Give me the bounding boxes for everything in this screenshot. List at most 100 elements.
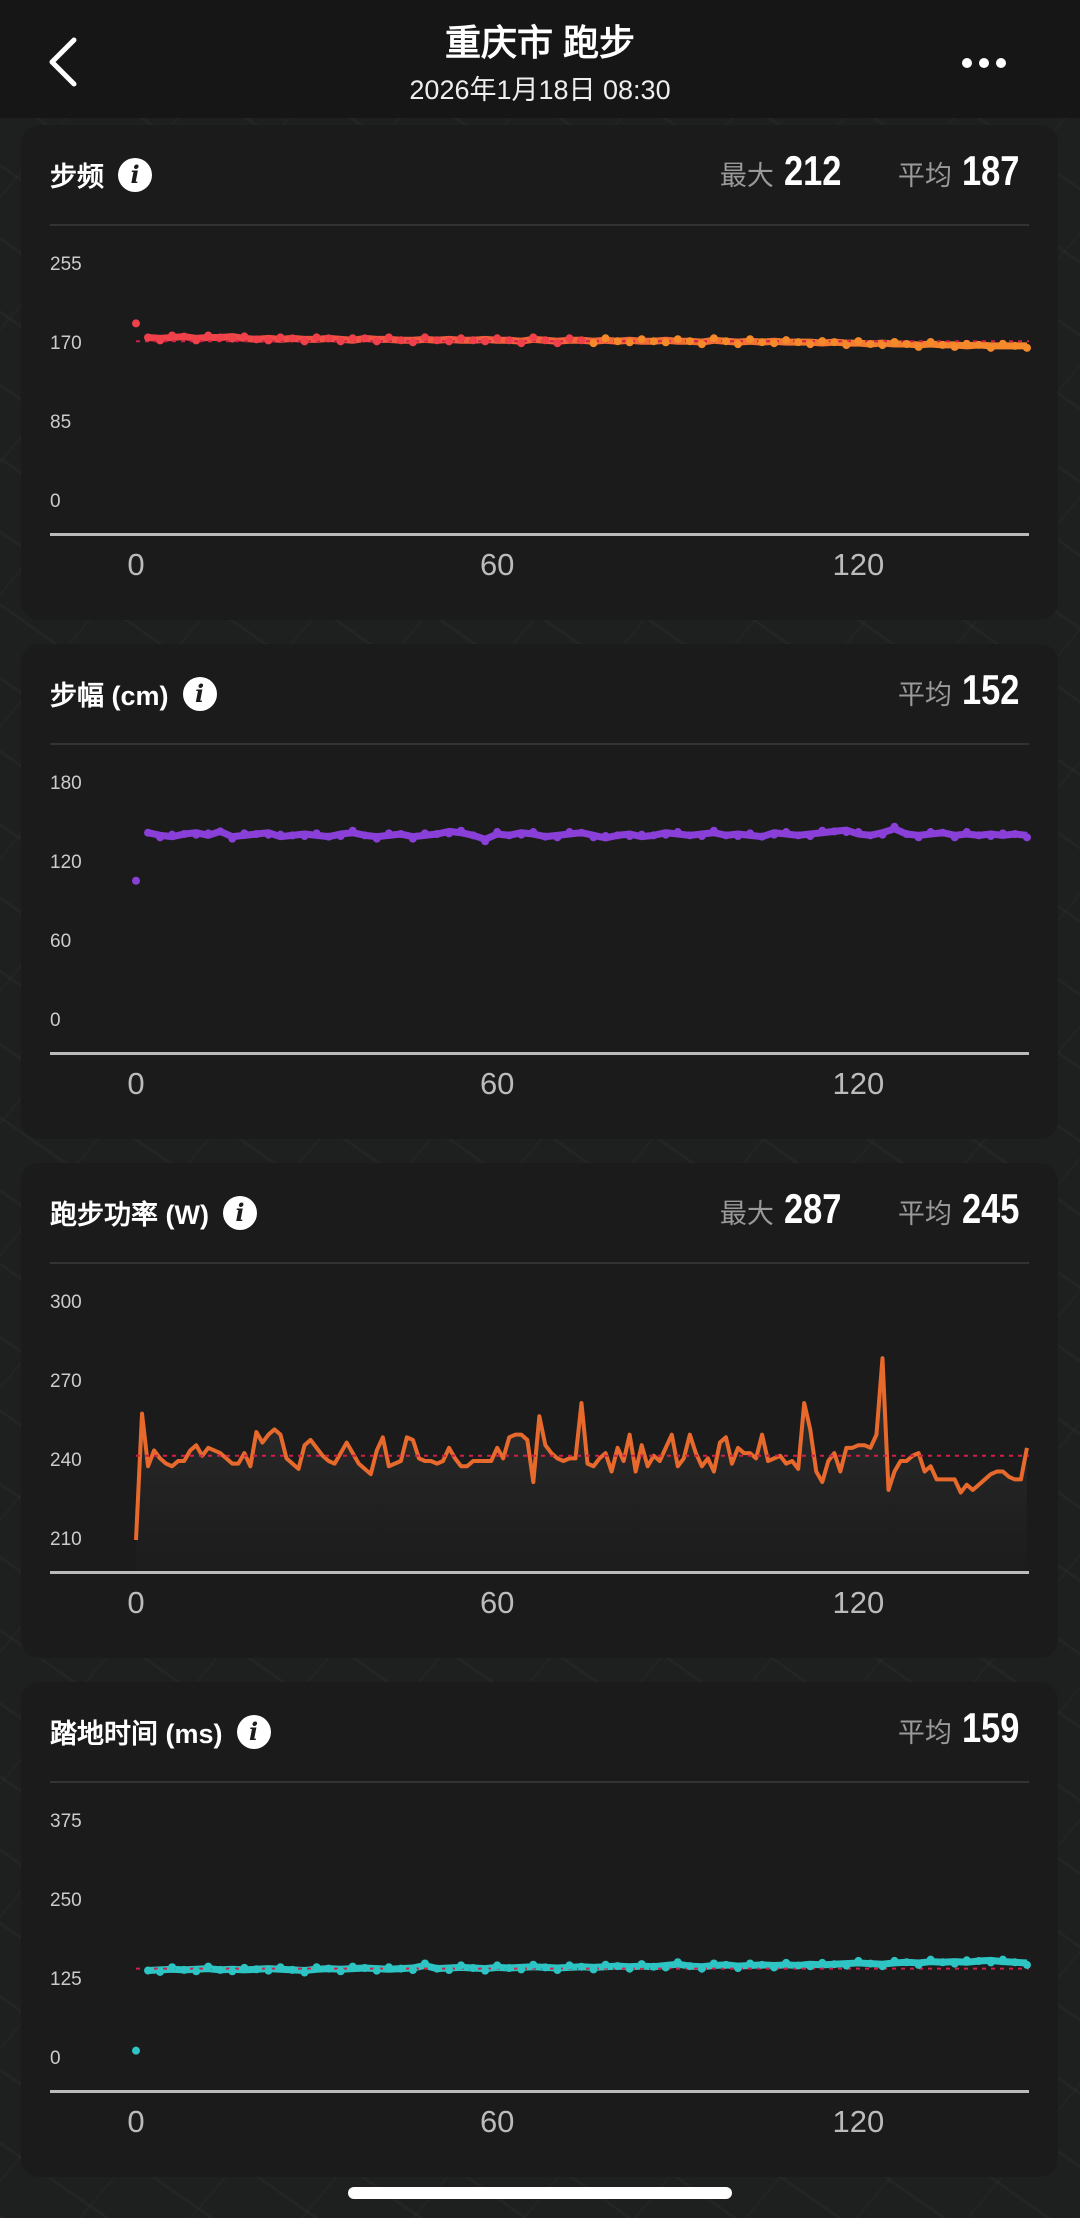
data-point xyxy=(300,1968,309,1977)
data-point xyxy=(613,1962,622,1971)
data-point xyxy=(770,1963,779,1972)
card-stats: 最大 287 平均 245 xyxy=(720,1185,1028,1233)
data-point xyxy=(950,1959,959,1968)
data-point xyxy=(902,1958,911,1967)
data-point xyxy=(746,829,755,838)
card-title-row: 步频 i xyxy=(50,155,152,194)
data-point xyxy=(890,822,899,831)
data-point xyxy=(601,334,610,343)
data-point xyxy=(144,333,153,342)
data-point xyxy=(360,334,369,343)
data-point xyxy=(469,831,478,840)
data-point xyxy=(842,1961,851,1970)
data-point xyxy=(216,1965,225,1974)
data-point xyxy=(734,1964,742,1973)
home-indicator[interactable] xyxy=(348,2187,732,2199)
data-point xyxy=(938,1958,947,1967)
metric-card: 步幅 (cm) i 平均 152 180 120 60 0 0 60 120 xyxy=(21,644,1058,1139)
data-point xyxy=(469,1963,478,1972)
data-point xyxy=(854,1956,863,1965)
data-point xyxy=(998,339,1007,348)
data-point xyxy=(685,1962,694,1971)
data-point xyxy=(276,333,285,342)
data-point xyxy=(758,338,767,347)
chart-plot[interactable] xyxy=(21,1682,1058,2177)
data-point xyxy=(517,1965,526,1974)
y-tick-label: 0 xyxy=(50,1010,61,1031)
data-point xyxy=(168,830,177,839)
data-point xyxy=(866,831,875,840)
x-tick-label: 120 xyxy=(832,547,885,582)
data-point xyxy=(613,337,622,346)
divider xyxy=(50,1262,1029,1264)
data-point xyxy=(505,336,514,345)
data-point xyxy=(553,1965,562,1974)
info-icon[interactable]: i xyxy=(222,1195,257,1230)
y-tick-label: 0 xyxy=(50,491,61,512)
data-point xyxy=(288,334,297,343)
data-point xyxy=(324,832,333,841)
data-point xyxy=(372,337,381,346)
data-point xyxy=(721,1960,730,1969)
data-point xyxy=(300,832,309,841)
data-point xyxy=(589,833,598,842)
divider xyxy=(50,1781,1029,1783)
data-point xyxy=(420,1959,429,1968)
data-point xyxy=(144,1966,153,1975)
chart-plot[interactable] xyxy=(21,1163,1058,1658)
data-point xyxy=(890,338,899,346)
data-point xyxy=(348,826,357,835)
data-point xyxy=(192,830,201,839)
data-point xyxy=(180,1965,189,1974)
chart-plot[interactable] xyxy=(21,644,1058,1139)
data-point xyxy=(168,1963,177,1972)
data-point xyxy=(457,334,466,343)
back-button[interactable] xyxy=(44,36,84,88)
data-point xyxy=(721,831,730,840)
y-tick-label: 85 xyxy=(50,412,72,433)
chart-plot[interactable] xyxy=(21,125,1058,620)
data-point xyxy=(481,837,490,846)
data-point xyxy=(156,1967,165,1976)
max-label: 最大 xyxy=(719,1199,774,1229)
y-tick-label: 125 xyxy=(50,1969,82,1990)
data-point xyxy=(445,829,454,838)
data-point xyxy=(806,340,815,349)
data-point xyxy=(878,830,887,839)
data-point xyxy=(384,333,393,342)
y-tick-label: 255 xyxy=(50,254,82,275)
data-point xyxy=(697,832,706,841)
data-point xyxy=(204,1962,213,1971)
more-options-button[interactable] xyxy=(962,48,1014,78)
metric-card: 踏地时间 (ms) i 平均 159 375 250 125 0 0 60 120 xyxy=(21,1682,1058,2177)
data-point xyxy=(240,332,249,341)
data-point xyxy=(878,1962,887,1971)
info-icon[interactable]: i xyxy=(236,1714,271,1749)
card-stats: 平均 152 xyxy=(898,666,1028,714)
y-tick-label: 250 xyxy=(50,1890,82,1911)
data-point xyxy=(396,830,405,839)
data-point xyxy=(324,1964,333,1973)
x-tick-label: 120 xyxy=(832,2104,885,2139)
info-icon[interactable]: i xyxy=(118,157,152,192)
data-point xyxy=(673,1958,682,1967)
x-tick-label: 60 xyxy=(479,1585,515,1620)
data-point xyxy=(493,828,502,837)
info-icon[interactable]: i xyxy=(182,676,217,711)
data-point xyxy=(758,832,767,841)
card-title-row: 踏地时间 (ms) i xyxy=(50,1712,271,1751)
data-point xyxy=(721,337,730,346)
data-point xyxy=(336,832,345,841)
x-tick-label: 60 xyxy=(479,2104,515,2139)
data-point xyxy=(926,338,935,346)
data-point xyxy=(348,334,357,343)
data-point xyxy=(565,334,574,343)
x-tick-label: 60 xyxy=(479,547,515,582)
data-point xyxy=(240,1963,249,1972)
data-point xyxy=(974,831,983,840)
data-point xyxy=(830,1960,839,1969)
x-tick-label: 0 xyxy=(127,1585,145,1620)
data-point xyxy=(746,1959,755,1968)
activity-datetime: 2026年1月18日 08:30 xyxy=(409,75,671,105)
data-point xyxy=(673,828,682,837)
